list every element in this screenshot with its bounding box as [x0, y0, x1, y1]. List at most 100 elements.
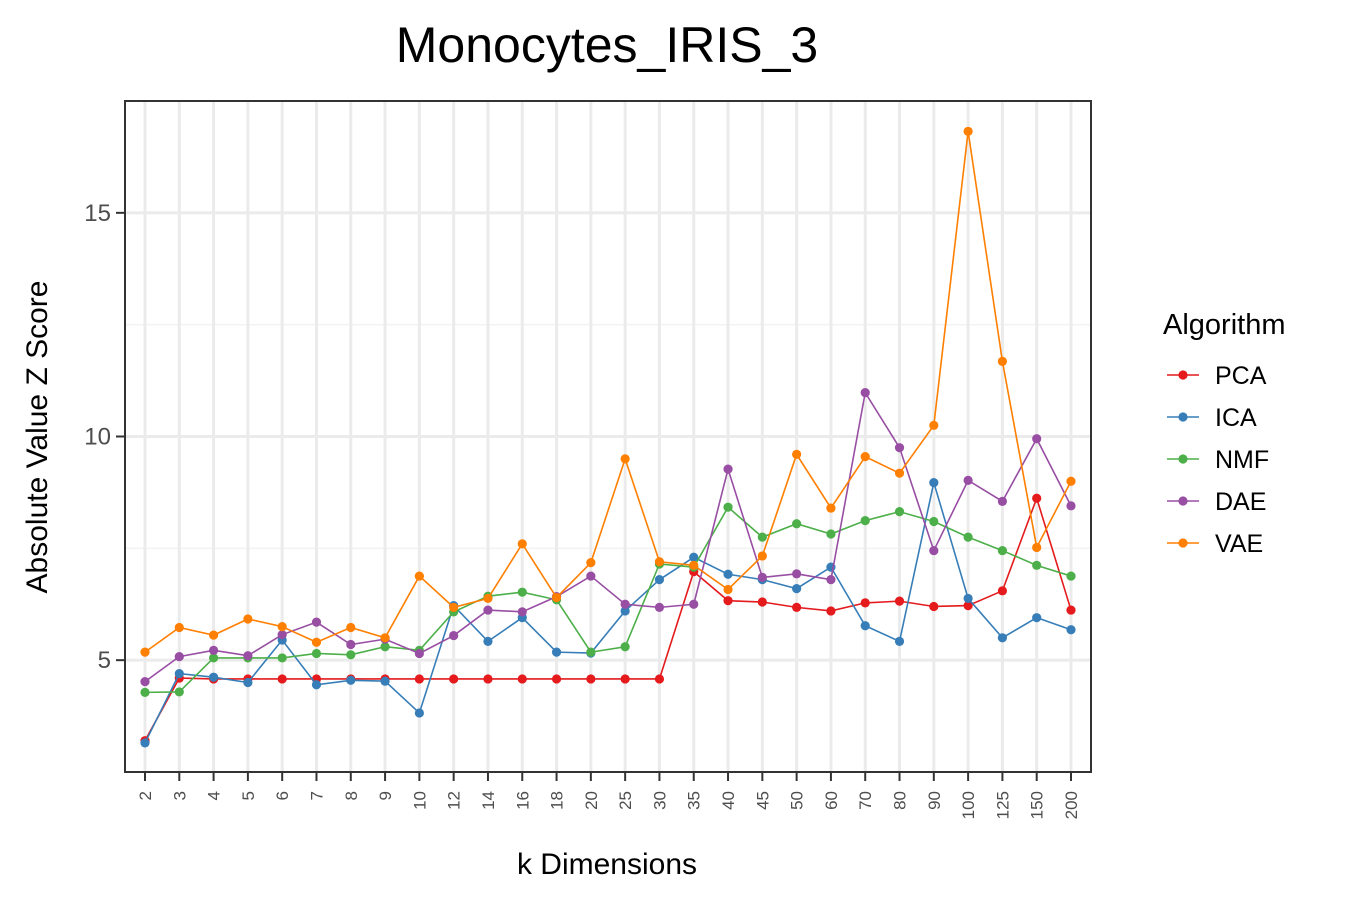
- x-tick-label: 3: [170, 791, 189, 800]
- data-point-pca: [894, 596, 905, 606]
- data-point-pca: [483, 674, 493, 684]
- data-point-vae: [689, 560, 699, 570]
- data-point-dae: [654, 602, 665, 612]
- data-point-dae: [243, 651, 253, 661]
- legend-key-point: [1178, 538, 1188, 548]
- data-point-dae: [1032, 434, 1042, 444]
- data-point-nmf: [757, 532, 767, 542]
- data-point-ica: [997, 633, 1008, 643]
- data-point-vae: [346, 622, 356, 633]
- data-point-vae: [277, 622, 287, 632]
- data-point-vae: [1032, 542, 1042, 553]
- legend-label-dae: DAE: [1215, 488, 1266, 516]
- data-point-dae: [174, 651, 184, 662]
- series-line-nmf: [144, 505, 1072, 694]
- x-tick-label: 18: [548, 791, 567, 810]
- data-point-nmf: [311, 648, 322, 659]
- x-tick-label: 90: [925, 791, 944, 810]
- x-tick-label: 100: [959, 791, 978, 819]
- data-point-ica: [860, 621, 870, 631]
- x-tick-label: 50: [788, 791, 807, 810]
- data-point-dae: [586, 571, 596, 581]
- data-point-vae: [654, 557, 665, 567]
- data-point-vae: [586, 558, 596, 568]
- data-point-vae: [380, 633, 390, 643]
- data-point-nmf: [1032, 560, 1042, 570]
- data-point-ica: [792, 583, 802, 594]
- series-ica: [140, 477, 1076, 748]
- data-point-vae: [551, 592, 562, 603]
- data-point-ica: [208, 672, 219, 682]
- x-axis-title: k Dimensions: [517, 848, 697, 881]
- x-tick-label: 35: [685, 791, 704, 810]
- data-point-ica: [483, 636, 493, 646]
- y-tick-label: 15: [84, 200, 111, 227]
- data-point-ica: [380, 676, 390, 686]
- data-point-vae: [894, 468, 905, 478]
- data-point-dae: [620, 599, 630, 609]
- x-tick-label: 5: [239, 791, 258, 800]
- data-point-dae: [894, 443, 905, 453]
- x-tick-label: 150: [1028, 791, 1047, 819]
- x-tick-label: 14: [479, 791, 498, 810]
- data-point-nmf: [586, 647, 596, 657]
- data-point-nmf: [894, 507, 905, 517]
- data-point-vae: [208, 630, 219, 640]
- data-point-nmf: [174, 687, 184, 697]
- x-tick-label: 6: [273, 791, 292, 800]
- data-point-vae: [1066, 476, 1076, 486]
- data-point-ica: [346, 675, 356, 685]
- data-point-ica: [1032, 613, 1042, 623]
- legend-label-ica: ICA: [1215, 404, 1257, 432]
- data-point-ica: [551, 647, 562, 657]
- data-point-vae: [414, 571, 424, 581]
- data-point-pca: [449, 674, 459, 684]
- data-point-ica: [689, 552, 699, 562]
- data-point-vae: [174, 622, 184, 633]
- x-tick-label: 4: [205, 791, 224, 800]
- data-point-dae: [723, 464, 733, 474]
- data-point-dae: [860, 388, 870, 398]
- legend-label-vae: VAE: [1215, 530, 1263, 558]
- data-point-dae: [483, 605, 493, 615]
- data-point-dae: [414, 648, 424, 659]
- data-point-ica: [654, 575, 665, 585]
- data-point-vae: [792, 449, 802, 459]
- legend-label-pca: PCA: [1215, 362, 1267, 390]
- data-point-vae: [449, 602, 459, 612]
- data-point-nmf: [346, 650, 356, 660]
- data-point-nmf: [929, 516, 939, 527]
- legend-key-point: [1178, 454, 1188, 464]
- data-point-vae: [997, 356, 1008, 366]
- data-point-vae: [963, 126, 973, 137]
- x-axis: 2 3 4 5 6 7 8 9 10 12 14 16 18 20 25 30 35 40 45 50 60 70 80 90…: [136, 772, 1081, 819]
- x-tick-label: 25: [616, 791, 635, 810]
- x-tick-label: 9: [376, 791, 395, 800]
- data-point-vae: [620, 454, 630, 464]
- data-point-pca: [1066, 605, 1076, 615]
- data-point-ica: [723, 569, 733, 579]
- series-dae: [140, 388, 1076, 687]
- data-point-vae: [757, 551, 767, 561]
- data-point-nmf: [997, 545, 1008, 556]
- x-tick-label: 125: [993, 791, 1012, 819]
- data-point-ica: [311, 680, 322, 690]
- data-point-ica: [1066, 625, 1076, 635]
- series-line-ica: [144, 482, 1072, 744]
- data-point-vae: [860, 452, 870, 462]
- data-point-nmf: [792, 519, 802, 529]
- x-tick-label: 7: [307, 791, 326, 800]
- data-point-pca: [997, 586, 1008, 596]
- series-vae: [140, 126, 1076, 657]
- data-point-dae: [517, 607, 527, 617]
- data-point-vae: [929, 420, 939, 430]
- data-point-pca: [414, 674, 424, 684]
- data-point-pca: [826, 606, 836, 616]
- series-line-dae: [144, 390, 1072, 683]
- legend-key-point: [1178, 412, 1188, 422]
- data-point-dae: [140, 677, 150, 687]
- data-point-dae: [346, 639, 356, 650]
- x-tick-label: 8: [342, 791, 361, 800]
- gridlines: [125, 100, 1091, 772]
